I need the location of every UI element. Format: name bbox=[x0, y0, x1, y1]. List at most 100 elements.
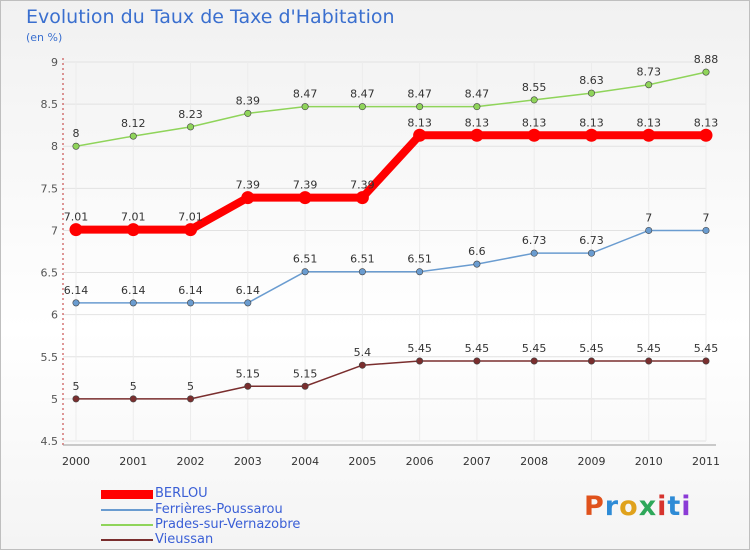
data-point bbox=[473, 357, 481, 365]
y-tick-label: 8 bbox=[51, 140, 58, 153]
series-line-2 bbox=[75, 71, 707, 147]
data-point bbox=[527, 128, 541, 142]
data-point bbox=[645, 357, 653, 365]
y-tick-label: 5.5 bbox=[41, 351, 59, 364]
y-tick-label: 9 bbox=[51, 56, 58, 69]
line-chart: 4.5 5 5.5 6 6.5 7 7.5 8 8.5 9 2000 2001 2002 2003 2004… bbox=[41, 53, 721, 468]
data-label: 8.39 bbox=[236, 94, 261, 107]
data-point bbox=[72, 299, 80, 307]
series-line-3 bbox=[76, 360, 706, 400]
legend-label: Ferrières-Poussarou bbox=[155, 502, 283, 517]
data-label: 5.4 bbox=[354, 346, 372, 359]
data-point bbox=[530, 96, 538, 104]
data-point bbox=[530, 357, 538, 365]
data-point bbox=[69, 223, 83, 237]
data-label: 6.14 bbox=[121, 284, 146, 297]
legend-swatch-ferrieres-poussarou bbox=[101, 509, 153, 511]
data-point bbox=[301, 268, 309, 276]
legend-swatch-prades-sur-vernazobre bbox=[101, 524, 153, 526]
data-label: 7.39 bbox=[350, 179, 375, 192]
data-point bbox=[244, 299, 252, 307]
data-point bbox=[587, 89, 595, 97]
data-point bbox=[416, 268, 424, 276]
data-point bbox=[702, 68, 710, 76]
data-label: 5.45 bbox=[694, 342, 719, 355]
data-label: 7.39 bbox=[293, 179, 318, 192]
data-point bbox=[244, 382, 252, 390]
legend-label: BERLOU bbox=[155, 486, 208, 501]
data-point bbox=[530, 249, 538, 257]
y-tick-label: 6.5 bbox=[41, 267, 59, 280]
x-tick-label: 2008 bbox=[520, 455, 548, 468]
data-point bbox=[699, 128, 713, 142]
logo-letter: r bbox=[604, 491, 620, 522]
x-tick-label: 2011 bbox=[692, 455, 720, 468]
data-point bbox=[129, 395, 137, 403]
data-point bbox=[473, 103, 481, 111]
chart-subtitle: (en %) bbox=[26, 31, 63, 44]
data-label: 6.51 bbox=[407, 253, 432, 266]
x-tick-label: 2004 bbox=[291, 455, 319, 468]
data-point bbox=[129, 299, 137, 307]
y-tick-label: 4.5 bbox=[41, 435, 59, 448]
data-label: 8.13 bbox=[465, 116, 490, 129]
data-point bbox=[72, 395, 80, 403]
data-label: 5.15 bbox=[293, 367, 318, 380]
data-label: 5.45 bbox=[522, 342, 547, 355]
x-tick-label: 2010 bbox=[635, 455, 663, 468]
data-label: 7.01 bbox=[178, 211, 203, 224]
data-label: 5 bbox=[73, 380, 80, 393]
data-label: 5.45 bbox=[465, 342, 490, 355]
proxiti-logo: Proxiti bbox=[584, 491, 692, 522]
logo-letter: i bbox=[657, 491, 668, 522]
logo-letter: P bbox=[584, 491, 605, 522]
data-point bbox=[470, 128, 484, 142]
x-tick-label: 2000 bbox=[62, 455, 90, 468]
data-label: 7.01 bbox=[64, 211, 89, 224]
data-label: 5 bbox=[130, 380, 137, 393]
data-label: 8.55 bbox=[522, 81, 547, 94]
legend-swatch-berlou bbox=[101, 490, 153, 499]
data-label: 6.6 bbox=[468, 245, 486, 258]
data-label: 8.13 bbox=[694, 116, 719, 129]
data-point bbox=[72, 142, 80, 150]
data-label: 6.14 bbox=[236, 284, 261, 297]
data-point bbox=[129, 132, 137, 140]
series-line-0 bbox=[76, 131, 706, 234]
x-tick-label: 2003 bbox=[234, 455, 262, 468]
data-point bbox=[187, 123, 195, 131]
data-point bbox=[244, 109, 252, 117]
data-point bbox=[416, 357, 424, 365]
legend-swatch-vieussan bbox=[101, 539, 153, 541]
data-label: 7.01 bbox=[121, 211, 146, 224]
data-label: 8.47 bbox=[465, 88, 490, 101]
y-tick-label: 5 bbox=[51, 393, 58, 406]
data-point bbox=[358, 268, 366, 276]
data-label: 8.47 bbox=[350, 88, 375, 101]
logo-letter: i bbox=[681, 491, 692, 522]
data-label: 6.14 bbox=[178, 284, 203, 297]
logo-letter: x bbox=[638, 491, 658, 522]
data-point bbox=[584, 128, 598, 142]
data-point bbox=[358, 103, 366, 111]
x-tick-label: 2002 bbox=[177, 455, 205, 468]
data-point bbox=[702, 357, 710, 365]
logo-letter: t bbox=[667, 491, 682, 522]
data-label: 8.88 bbox=[694, 53, 719, 66]
series-line-1 bbox=[76, 229, 706, 304]
data-label: 5.45 bbox=[636, 342, 661, 355]
data-point bbox=[126, 223, 140, 237]
logo-letter: o bbox=[619, 491, 639, 522]
data-label: 8.47 bbox=[407, 88, 432, 101]
data-point bbox=[416, 103, 424, 111]
data-point bbox=[301, 382, 309, 390]
data-point bbox=[587, 357, 595, 365]
data-point bbox=[301, 103, 309, 111]
y-tick-label: 7.5 bbox=[41, 182, 59, 195]
y-tick-label: 8.5 bbox=[41, 98, 59, 111]
legend-label: Vieussan bbox=[155, 532, 214, 547]
data-label: 8.63 bbox=[579, 74, 604, 87]
data-label: 8.13 bbox=[522, 116, 547, 129]
data-label: 8.13 bbox=[636, 116, 661, 129]
